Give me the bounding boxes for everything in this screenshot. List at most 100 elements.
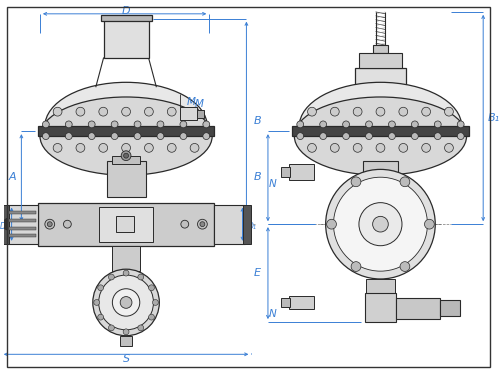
Circle shape	[122, 107, 130, 116]
Bar	[8, 227, 36, 230]
Text: N: N	[269, 179, 276, 189]
Bar	[180, 107, 198, 120]
Text: A: A	[9, 172, 16, 182]
Circle shape	[351, 262, 361, 272]
Circle shape	[138, 325, 143, 331]
Circle shape	[458, 133, 464, 140]
Bar	[100, 15, 152, 21]
Bar	[359, 53, 402, 68]
Bar	[355, 68, 406, 112]
Circle shape	[351, 177, 361, 187]
Circle shape	[121, 151, 131, 160]
Circle shape	[334, 177, 428, 271]
Circle shape	[134, 121, 141, 128]
Circle shape	[76, 107, 85, 116]
Circle shape	[99, 107, 108, 116]
Text: D₁: D₁	[0, 222, 8, 231]
Circle shape	[353, 107, 362, 116]
Circle shape	[326, 169, 435, 279]
Text: S: S	[122, 354, 130, 364]
Ellipse shape	[294, 97, 466, 175]
Bar	[280, 168, 290, 177]
Circle shape	[53, 144, 62, 152]
Circle shape	[198, 219, 207, 229]
Circle shape	[203, 133, 209, 140]
Circle shape	[42, 133, 50, 140]
Bar	[214, 205, 246, 244]
Ellipse shape	[45, 82, 207, 171]
Circle shape	[111, 133, 118, 140]
Circle shape	[444, 107, 454, 116]
Circle shape	[297, 133, 304, 140]
Bar	[244, 205, 252, 244]
Circle shape	[112, 289, 140, 316]
Circle shape	[434, 133, 441, 140]
Bar	[396, 298, 440, 319]
Circle shape	[359, 203, 402, 246]
Circle shape	[400, 262, 410, 272]
Circle shape	[168, 107, 176, 116]
Text: B: B	[254, 172, 261, 182]
Circle shape	[342, 121, 349, 128]
Circle shape	[412, 121, 418, 128]
Circle shape	[330, 107, 339, 116]
Ellipse shape	[300, 82, 462, 171]
Bar	[112, 246, 140, 271]
Bar	[363, 160, 398, 206]
Circle shape	[320, 121, 326, 128]
Circle shape	[308, 144, 316, 152]
Circle shape	[64, 220, 72, 228]
Bar	[8, 234, 36, 237]
Bar	[6, 205, 38, 244]
Circle shape	[98, 314, 103, 320]
Circle shape	[123, 329, 129, 335]
Polygon shape	[0, 218, 6, 230]
Circle shape	[353, 144, 362, 152]
Text: D: D	[122, 6, 130, 16]
Bar	[112, 156, 140, 163]
Bar	[38, 126, 214, 136]
Text: B: B	[254, 116, 261, 126]
Circle shape	[180, 133, 187, 140]
Bar	[1, 205, 8, 244]
Bar	[280, 298, 290, 307]
Circle shape	[376, 107, 385, 116]
Circle shape	[66, 133, 72, 140]
Bar	[365, 293, 396, 322]
Circle shape	[45, 219, 54, 229]
Circle shape	[203, 121, 209, 128]
Text: M: M	[195, 99, 204, 109]
Circle shape	[88, 133, 95, 140]
Circle shape	[412, 133, 418, 140]
Bar	[98, 206, 154, 242]
Circle shape	[108, 274, 114, 280]
Circle shape	[424, 219, 434, 229]
Circle shape	[123, 270, 129, 276]
Bar	[38, 203, 214, 246]
Circle shape	[399, 107, 407, 116]
Circle shape	[444, 144, 454, 152]
Circle shape	[326, 219, 336, 229]
Circle shape	[76, 144, 85, 152]
Circle shape	[138, 274, 143, 280]
Circle shape	[405, 301, 411, 307]
Text: D₁: D₁	[248, 222, 256, 231]
Bar	[198, 110, 204, 117]
Bar	[290, 165, 314, 180]
Circle shape	[98, 275, 154, 330]
Circle shape	[148, 285, 154, 291]
Circle shape	[400, 177, 410, 187]
Circle shape	[148, 314, 154, 320]
Circle shape	[53, 107, 62, 116]
Text: B₁: B₁	[488, 113, 500, 123]
Bar	[120, 336, 132, 346]
Circle shape	[168, 144, 176, 152]
Circle shape	[320, 133, 326, 140]
Ellipse shape	[40, 97, 212, 175]
Circle shape	[144, 107, 154, 116]
Circle shape	[366, 133, 372, 140]
Bar	[104, 19, 148, 58]
Circle shape	[422, 144, 430, 152]
Bar	[290, 295, 314, 309]
Circle shape	[181, 220, 188, 228]
